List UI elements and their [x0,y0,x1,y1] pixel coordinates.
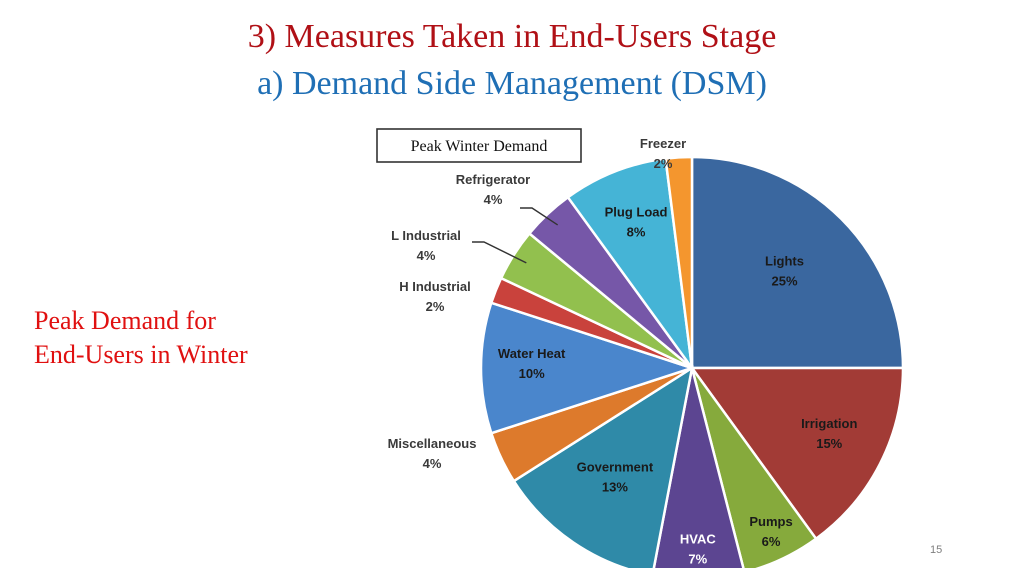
slice-label-lights: Lights [765,253,804,268]
slice-percent-irrigation: 15% [816,436,842,451]
pie-slice-irrigation [689,366,905,541]
slide-subtitle: a) Demand Side Management (DSM) [257,65,767,102]
pie-slice-freezer [664,155,694,369]
leader-line-refrigerator [520,207,559,226]
chart-title: Peak Winter Demand [411,138,548,155]
slice-label-plug-load: Plug Load [605,205,668,220]
slice-labels: Lights 25% Irrigation 15% Pumps 6% HVAC 7% Gover… [388,136,858,567]
slice-label-government: Government [577,459,654,474]
slice-percent-government: 13% [602,479,628,494]
slice-percent-h-industrial: 2% [426,299,445,314]
chart-title-box: Peak Winter Demand [376,128,582,163]
slice-percent-l-industrial: 4% [417,248,436,263]
side-caption: Peak Demand for End-Users in Winter [34,304,248,372]
slice-percent-water-heat: 10% [519,366,545,381]
slice-percent-pumps: 6% [762,534,781,549]
slice-label-water-heat: Water Heat [498,346,566,361]
slice-percent-hvac: 7% [688,552,707,567]
page-number: 15 [930,544,943,556]
pie-chart: Peak Winter Demand Lights 25% Irrigation 15… [376,128,905,568]
chart-title-frame [376,128,582,163]
slice-percent-freezer: 2% [654,156,673,171]
pie-slice-hvac [652,367,745,568]
slice-label-pumps: Pumps [749,514,792,529]
slice-percent-lights: 25% [771,273,797,288]
slice-label-h-industrial: H Industrial [399,279,471,294]
leader-line-l-industrial [472,241,527,264]
pie-slice-pumps [690,367,818,568]
slice-label-freezer: Freezer [640,136,686,151]
slice-label-refrigerator: Refrigerator [456,172,530,187]
slice-label-irrigation: Irrigation [801,416,857,431]
slice-percent-miscellaneous: 4% [423,456,442,471]
pie-slice-plug-load [566,157,694,369]
side-caption-line-2: End-Users in Winter [34,339,248,369]
slice-percent-refrigerator: 4% [484,192,503,207]
slice-label-hvac: HVAC [680,532,716,547]
slice-label-l-industrial: L Industrial [391,228,461,243]
leader-lines [472,207,559,264]
pie-slice-lights [690,155,905,370]
pie-slices [479,155,905,568]
slide-title: 3) Measures Taken in End-Users Stage [247,18,777,55]
pie-slice-water-heat [479,301,697,435]
pie-slice-government [512,365,694,568]
side-caption-line-1: Peak Demand for [34,306,216,335]
slice-label-miscellaneous: Miscellaneous [388,436,477,451]
slice-percent-plug-load: 8% [627,225,646,240]
